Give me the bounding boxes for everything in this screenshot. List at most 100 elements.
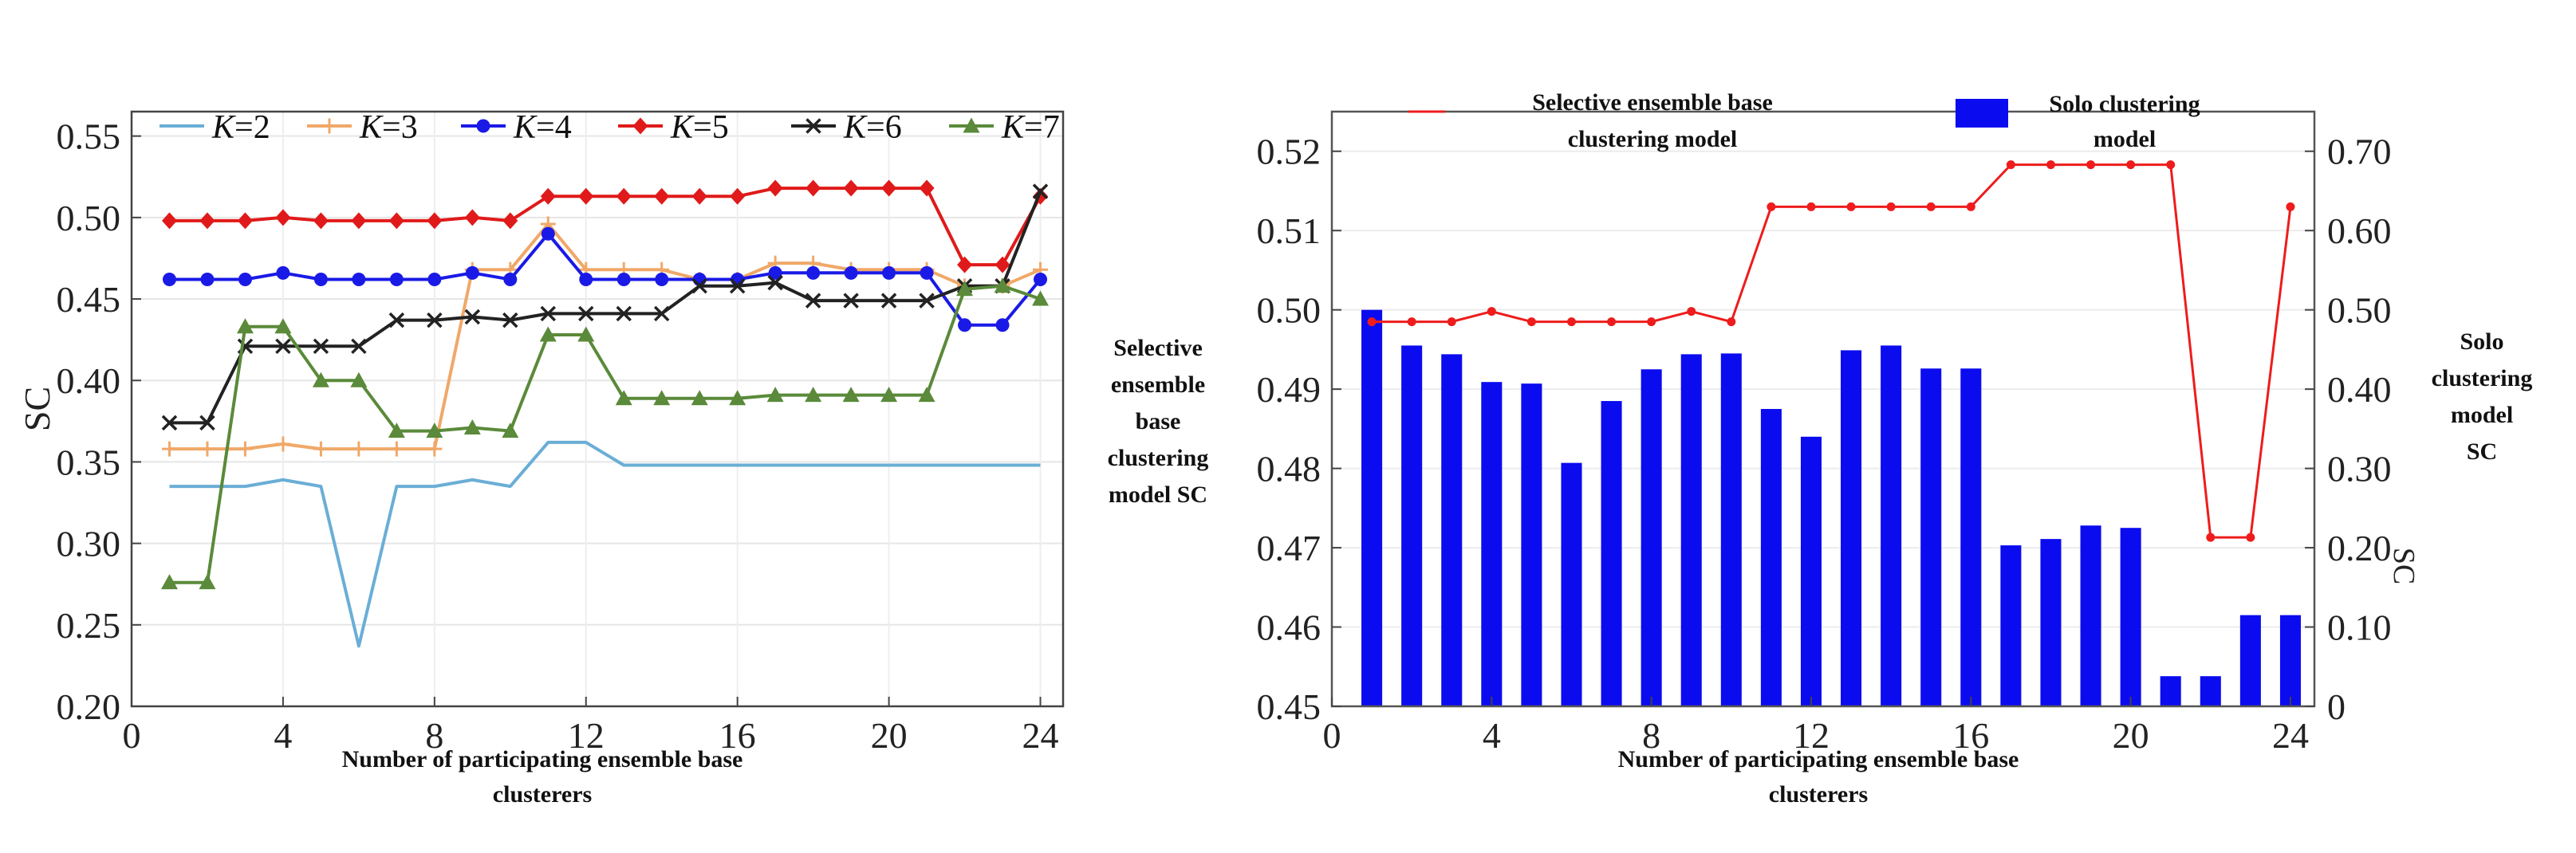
right-chart-left-tick-label: 0.47 — [1257, 528, 1321, 568]
point-k-4 — [958, 318, 972, 332]
legend-marker-k-5 — [632, 117, 648, 135]
right-chart-right-tick-label: 0.70 — [2327, 132, 2392, 172]
selective-axis-label-line2: ensemble — [1111, 371, 1205, 398]
point-k-6 — [388, 312, 405, 328]
right-chart-x-ticks: 0 4 8 12 16 20 24 — [1323, 697, 2309, 756]
right-chart-left-tick-label: 0.46 — [1257, 607, 1321, 648]
solo-bar — [1481, 382, 1503, 706]
selective-point — [1846, 202, 1856, 211]
point-k-6 — [161, 415, 178, 431]
point-k-4 — [1034, 273, 1048, 287]
selective-axis-label-line1: Selective — [1113, 335, 1203, 361]
legend-marker-k-4 — [476, 119, 490, 133]
solo-bar — [1800, 436, 1822, 706]
right-chart-x-axis-label-line1: Number of participating ensemble base — [1618, 746, 2019, 772]
series-k-5 — [161, 179, 1049, 273]
left-y-tick-label: 0.35 — [57, 442, 121, 482]
left-chart-x-axis-label-line2: clusterers — [493, 781, 592, 808]
point-k-4 — [427, 273, 442, 287]
point-k-6 — [729, 277, 746, 294]
point-k-6 — [540, 305, 557, 322]
point-k-5 — [237, 212, 253, 230]
point-k-5 — [388, 212, 404, 230]
solo-bar — [2120, 528, 2141, 706]
legend-label-k-7: K=7 — [1001, 109, 1060, 146]
point-k-3 — [237, 441, 253, 457]
point-k-5 — [540, 187, 556, 205]
point-k-4 — [276, 265, 290, 280]
point-k-5 — [313, 212, 329, 230]
point-k-7 — [236, 318, 254, 334]
point-k-7 — [312, 371, 329, 387]
solo-bar — [2200, 676, 2221, 706]
point-k-7 — [463, 419, 481, 435]
point-k-7 — [199, 574, 216, 590]
right-chart-left-tick-label: 0.45 — [1257, 686, 1321, 727]
left-x-tick-label: 12 — [568, 715, 605, 756]
solo-bar — [2000, 545, 2022, 706]
selective-point — [1367, 317, 1377, 327]
solo-bar — [1601, 401, 1622, 706]
point-k-4 — [882, 265, 896, 280]
solo-axis-label-line3: model — [2451, 402, 2513, 428]
selective-point — [1926, 202, 1936, 211]
solo-bar — [1361, 309, 1383, 706]
selective-point — [2006, 160, 2015, 170]
point-k-6 — [199, 415, 215, 431]
selective-point — [1407, 317, 1416, 327]
point-k-5 — [199, 212, 215, 230]
left-y-tick-label: 0.20 — [57, 686, 121, 727]
line-k-6 — [169, 191, 1042, 425]
point-k-5 — [843, 179, 859, 197]
right-x-tick-label: 12 — [1793, 715, 1830, 756]
selective-point — [2166, 160, 2176, 170]
point-k-4 — [995, 318, 1010, 332]
point-k-6 — [464, 309, 481, 325]
legend-marker-k-7 — [963, 117, 980, 133]
right-chart-left-tick-label: 0.51 — [1257, 210, 1321, 251]
left-chart-series — [160, 179, 1050, 648]
point-k-6 — [578, 305, 594, 322]
point-k-4 — [541, 226, 555, 241]
right-chart-line-series — [1367, 160, 2295, 542]
point-k-3 — [427, 441, 443, 457]
point-k-4 — [465, 265, 479, 280]
point-k-6 — [1032, 183, 1049, 199]
right-chart-right-tick-label: 0.20 — [2327, 528, 2392, 568]
point-k-7 — [615, 390, 632, 406]
point-k-5 — [161, 212, 177, 230]
point-k-7 — [274, 318, 292, 334]
point-k-7 — [160, 574, 178, 590]
right-chart-left-y-ticks: 0.45 0.46 0.47 0.48 0.49 0.50 0.51 0.52 — [1257, 132, 1341, 727]
right-x-tick-label: 8 — [1642, 715, 1660, 756]
solo-bar — [1760, 409, 1782, 706]
point-k-7 — [577, 326, 595, 342]
right-chart-right-tick-label: 0 — [2327, 686, 2346, 727]
point-k-4 — [579, 273, 593, 287]
legend-swatch-solo-bars — [1956, 99, 2008, 128]
left-y-tick-label: 0.45 — [57, 279, 121, 320]
point-k-7 — [691, 390, 708, 406]
left-chart-y-ticks: 0.20 0.25 0.30 0.35 0.40 0.45 0.50 0.55 — [57, 116, 141, 727]
solo-axis-label-line4: SC — [2467, 438, 2497, 465]
point-k-7 — [653, 390, 671, 406]
left-y-tick-label: 0.30 — [57, 524, 121, 564]
point-k-7 — [729, 390, 746, 406]
point-k-6 — [313, 338, 329, 355]
solo-bar — [1841, 350, 1862, 706]
right-chart-plot-frame — [1330, 110, 2316, 708]
line-k-2 — [169, 440, 1041, 648]
legend-label-k-5: K=5 — [670, 109, 729, 146]
left-x-tick-label: 16 — [719, 715, 756, 756]
legend-item-k-3: K=3 — [307, 109, 418, 146]
solo-bar — [1720, 353, 1742, 706]
legend-label-k-2: K=2 — [211, 109, 270, 146]
solo-bar — [2239, 615, 2261, 706]
point-k-7 — [842, 387, 860, 403]
right-x-tick-label: 16 — [1952, 715, 1989, 756]
point-k-7 — [805, 387, 822, 403]
right-chart-x-axis-label-line2: clusterers — [1769, 781, 1868, 808]
point-k-6 — [275, 338, 291, 355]
point-k-6 — [880, 293, 897, 309]
